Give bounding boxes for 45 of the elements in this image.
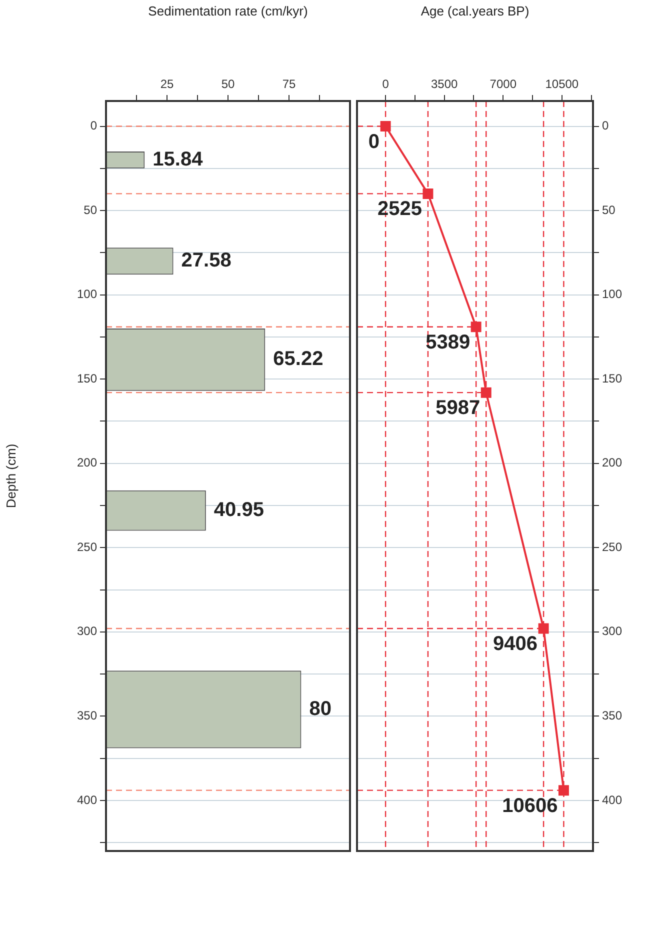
annotation: 10606: [502, 794, 558, 817]
point: [380, 121, 391, 132]
y-tick-label: 50: [602, 202, 616, 217]
y-tick-label: 300: [76, 624, 98, 638]
annotation: 9406: [493, 633, 538, 656]
x-axis-title: Sedimentation rate (cm/kyr): [148, 3, 308, 18]
x-tick-label: 7000: [490, 77, 517, 92]
x-tick-label: 75: [282, 77, 296, 92]
y-tick-label: 150: [602, 371, 622, 386]
y-tick-label: 100: [602, 287, 622, 302]
data-label: 65.22: [273, 348, 324, 370]
annotation: 5389: [426, 331, 470, 354]
y-tick-label: 200: [602, 456, 622, 470]
y-tick-label: 400: [602, 792, 622, 807]
y-tick-label: 350: [602, 708, 622, 722]
y-tick-label: 0: [602, 118, 609, 133]
data-label: 27.58: [181, 250, 232, 272]
x-tick-label: 3500: [430, 77, 458, 92]
y-tick-label: 350: [76, 708, 98, 722]
x-tick-label: 10500: [545, 77, 579, 92]
x-tick-label: 25: [160, 77, 174, 92]
y-tick-label: 250: [76, 540, 98, 554]
x-axis-title: Age (cal.years BP): [420, 3, 530, 18]
y-tick-label: 200: [76, 456, 98, 470]
point: [538, 623, 549, 634]
y-tick-label: 300: [602, 624, 622, 638]
y-tick-label: 400: [76, 792, 98, 807]
x-tick-label: 0: [382, 77, 390, 92]
data-label: 40.95: [214, 499, 264, 522]
y-tick-label: 50: [84, 202, 98, 217]
x-tick-label: 50: [221, 77, 235, 92]
annotation: 5987: [436, 397, 480, 420]
y-tick-label: 150: [76, 371, 98, 386]
point: [422, 188, 434, 199]
point: [470, 322, 482, 332]
point: [558, 785, 569, 796]
annotation: 2525: [377, 198, 422, 220]
data-label: 15.84: [152, 148, 204, 171]
y-tick-label: 0: [90, 118, 98, 133]
y-tick-label: 250: [602, 540, 622, 554]
y-axis-title: Depth (cm): [3, 444, 18, 508]
y-tick-label: 100: [76, 287, 98, 302]
annotation: 0: [368, 130, 380, 153]
point: [480, 387, 492, 398]
data-label: 80: [309, 698, 332, 720]
